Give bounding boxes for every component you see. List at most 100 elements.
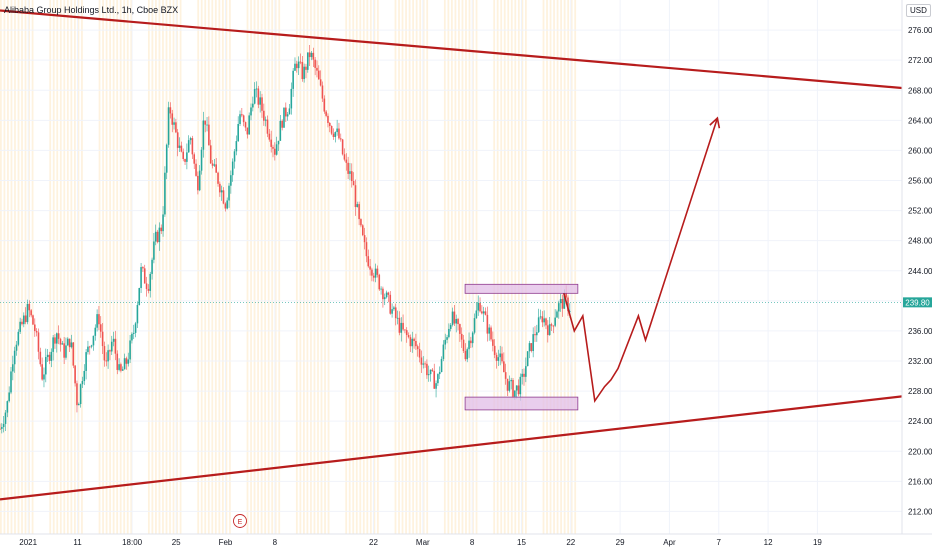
candle-body <box>191 138 194 155</box>
candle-body <box>290 88 293 109</box>
candle-body <box>394 307 397 319</box>
candle-body <box>528 343 531 352</box>
session-band <box>510 0 513 534</box>
session-band <box>102 0 104 534</box>
trendline-upper <box>0 9 903 90</box>
candle-body <box>389 294 392 314</box>
candle-body <box>479 302 481 312</box>
candle-body <box>387 292 390 295</box>
session-band <box>408 0 411 534</box>
candle-body <box>233 151 236 162</box>
candle-body <box>222 190 225 204</box>
candle-body <box>103 346 106 361</box>
candle-body <box>228 185 230 201</box>
session-band <box>211 0 214 534</box>
session-band <box>345 0 348 534</box>
candle-body <box>477 302 480 311</box>
session-band <box>500 0 503 534</box>
currency-selector[interactable]: USD <box>906 4 931 17</box>
candle-body <box>28 303 31 311</box>
candle-body <box>510 379 512 382</box>
candle-body <box>482 311 485 314</box>
zone-support <box>464 396 579 411</box>
session-band <box>496 0 499 534</box>
candle-body <box>65 345 67 358</box>
session-band <box>267 0 270 534</box>
candle-body <box>354 185 357 208</box>
session-band <box>563 0 566 534</box>
session-band <box>225 0 228 534</box>
candle-body <box>237 124 239 142</box>
session-band <box>419 0 422 534</box>
time-tick-label: 15 <box>517 538 526 547</box>
candle-body <box>312 52 315 60</box>
candle-body <box>50 351 53 361</box>
candle-body <box>545 318 547 326</box>
candle-body <box>55 333 58 344</box>
candle-body <box>57 333 60 339</box>
candle-body <box>429 369 432 375</box>
session-band <box>105 0 108 534</box>
candle-body <box>143 268 146 284</box>
candle-body <box>204 120 207 125</box>
price-tick-label: 244.00 <box>908 267 932 276</box>
candle-body <box>374 268 377 278</box>
session-band <box>475 0 478 534</box>
candle-body <box>318 70 320 80</box>
session-band <box>549 0 552 534</box>
candle-body <box>45 357 47 375</box>
candle-body <box>537 317 540 333</box>
session-band <box>214 0 217 534</box>
candle-body <box>72 342 75 366</box>
candle-body <box>301 62 304 80</box>
candle-body <box>523 373 525 377</box>
earnings-marker[interactable]: E <box>233 514 247 528</box>
candle-body <box>107 350 109 362</box>
time-tick-label: 8 <box>470 538 475 547</box>
session-band <box>295 0 298 534</box>
session-band <box>271 0 274 534</box>
candle-body <box>402 322 404 330</box>
candle-body <box>154 231 157 242</box>
session-band <box>70 0 73 534</box>
candle-body <box>567 297 569 312</box>
candle-body <box>488 327 490 334</box>
candle-body <box>244 122 247 128</box>
candle-body <box>255 88 258 90</box>
candle-body <box>277 140 280 145</box>
session-band <box>257 0 259 534</box>
price-tick-label: 216.00 <box>908 477 932 486</box>
candle-body <box>455 318 458 324</box>
session-band <box>17 0 20 534</box>
candle-body <box>459 324 461 334</box>
candle-body <box>383 297 386 300</box>
candle-body <box>437 374 439 384</box>
grid-lines <box>0 0 902 534</box>
price-tick-label: 260.00 <box>908 146 932 155</box>
candle-body <box>250 107 252 116</box>
candle-body <box>138 288 141 305</box>
candle-body <box>341 139 344 155</box>
candle-body <box>426 363 428 376</box>
candle-body <box>471 332 474 344</box>
candle-body <box>21 321 23 325</box>
candle-body <box>6 401 9 413</box>
candle-body <box>132 332 135 334</box>
candle-body <box>512 379 514 397</box>
time-tick-label: 25 <box>172 538 181 547</box>
candle-body <box>405 330 408 336</box>
candle-body <box>74 365 76 384</box>
candle-body <box>473 318 476 333</box>
session-band <box>204 0 207 534</box>
time-tick-label: 22 <box>566 538 575 547</box>
candle-body <box>17 331 20 345</box>
candle-body <box>314 59 316 68</box>
candle-body <box>444 339 447 345</box>
candle-body <box>226 200 228 209</box>
candle-body <box>530 343 533 352</box>
candle-body <box>120 364 122 371</box>
session-band <box>574 0 577 534</box>
time-tick-label: Feb <box>219 538 233 547</box>
